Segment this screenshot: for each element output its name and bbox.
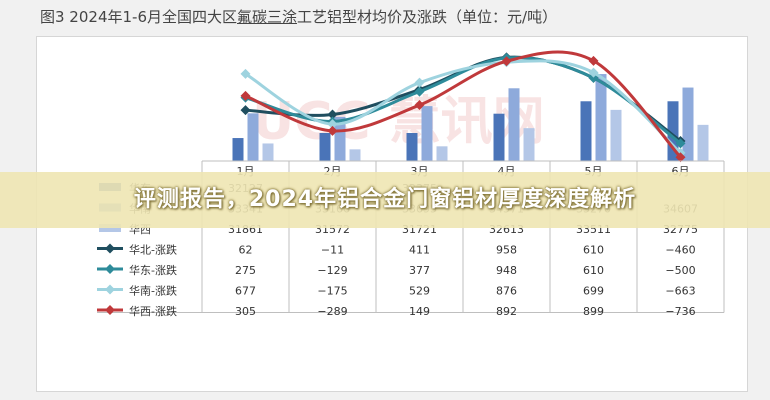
table-cell: 958 (496, 244, 517, 257)
table-cell: 275 (235, 264, 256, 277)
bar-华西-2月 (349, 149, 361, 161)
table-cell: 899 (583, 305, 604, 318)
table-cell: 610 (583, 264, 604, 277)
legend-marker-华南-涨跌 (105, 284, 115, 295)
figure-title: 图3 2024年1-6月全国四大区氟碳三涂工艺铝型材均价及涨跌（单位：元/吨） (40, 6, 557, 27)
table-cell: 149 (409, 305, 430, 318)
marker-华南-涨跌-1月 (240, 68, 251, 79)
table-cell: −460 (665, 244, 695, 257)
line-华西-涨跌 (244, 50, 682, 159)
bar-华南-5月 (595, 74, 607, 161)
legend-marker-华东-涨跌 (105, 264, 115, 274)
legend-label: 华南-涨跌 (129, 284, 177, 298)
marker-华西-涨跌-3月 (414, 100, 425, 111)
table-cell: 529 (409, 285, 430, 298)
table-cell: 411 (409, 244, 430, 257)
title-suffix: 工艺铝型材均价及涨跌（单位：元/吨） (297, 8, 558, 26)
bar-华西-6月 (697, 124, 709, 161)
bar-华南-1月 (247, 113, 259, 161)
table-cell: 699 (583, 285, 604, 298)
marker-华西-涨跌-4月 (501, 56, 512, 67)
table-cell: −736 (665, 305, 695, 318)
banner-text: 评测报告，2024年铝合金门窗铝材厚度深度解析 (133, 187, 637, 212)
bar-华东-3月 (406, 133, 418, 161)
legend-label: 华东-涨跌 (129, 263, 177, 277)
bar-华东-5月 (580, 101, 592, 161)
bar-华东-6月 (667, 101, 679, 161)
table-cell: −175 (317, 285, 347, 298)
bar-华东-2月 (319, 133, 331, 161)
table-cell: 62 (239, 244, 253, 257)
marker-华西-涨跌-6月 (675, 152, 686, 163)
bar-华南-6月 (682, 87, 694, 161)
table-cell: −11 (321, 244, 344, 257)
bar-华西-4月 (523, 128, 535, 161)
legend-swatch-华西 (99, 224, 121, 232)
title-underlined: 氟碳三涂 (237, 8, 298, 26)
legend-marker-华北-涨跌 (105, 243, 115, 254)
marker-华西-涨跌-5月 (588, 55, 599, 66)
bar-华西-1月 (262, 143, 274, 161)
marker-华西-涨跌-2月 (327, 125, 338, 136)
marker-华南-涨跌-5月 (588, 67, 599, 78)
marker-华北-涨跌-2月 (327, 109, 338, 120)
legend-marker-华西-涨跌 (105, 305, 115, 315)
table-cell: 892 (496, 305, 517, 318)
overlay-banner: 评测报告，2024年铝合金门窗铝材厚度深度解析 (0, 172, 770, 228)
line-华南-涨跌 (244, 59, 682, 155)
table-cell: −129 (317, 264, 347, 277)
bar-华东-4月 (493, 113, 505, 161)
table-cell: −500 (665, 264, 695, 277)
marker-华北-涨跌-1月 (240, 105, 251, 116)
bar-华南-3月 (421, 106, 433, 161)
marker-华东-涨跌-3月 (414, 86, 425, 97)
marker-华西-涨跌-1月 (240, 90, 251, 101)
table-cell: 948 (496, 264, 517, 277)
legend-label: 华西-涨跌 (129, 304, 177, 318)
table-cell: 876 (496, 285, 517, 298)
table-cell: 377 (409, 264, 430, 277)
combo-chart: 1月2月3月4月5月6月华东3212732375华南33341331663369… (97, 50, 725, 318)
table-cell: 677 (235, 285, 256, 298)
marker-华东-涨跌-6月 (675, 138, 686, 149)
marker-华南-涨跌-3月 (414, 77, 425, 88)
table-cell: 305 (235, 305, 256, 318)
bar-华南-2月 (334, 116, 346, 161)
table-cell: −289 (317, 305, 347, 318)
bar-华西-3月 (436, 146, 448, 161)
legend-label: 华北-涨跌 (129, 243, 177, 257)
table-cell: 610 (583, 244, 604, 257)
title-prefix: 图3 2024年1-6月全国四大区 (40, 8, 237, 26)
bar-华西-5月 (610, 109, 622, 161)
bar-华南-4月 (508, 88, 520, 161)
table-cell: −663 (665, 285, 695, 298)
bar-华东-1月 (232, 138, 244, 161)
marker-华南-涨跌-2月 (327, 119, 338, 130)
